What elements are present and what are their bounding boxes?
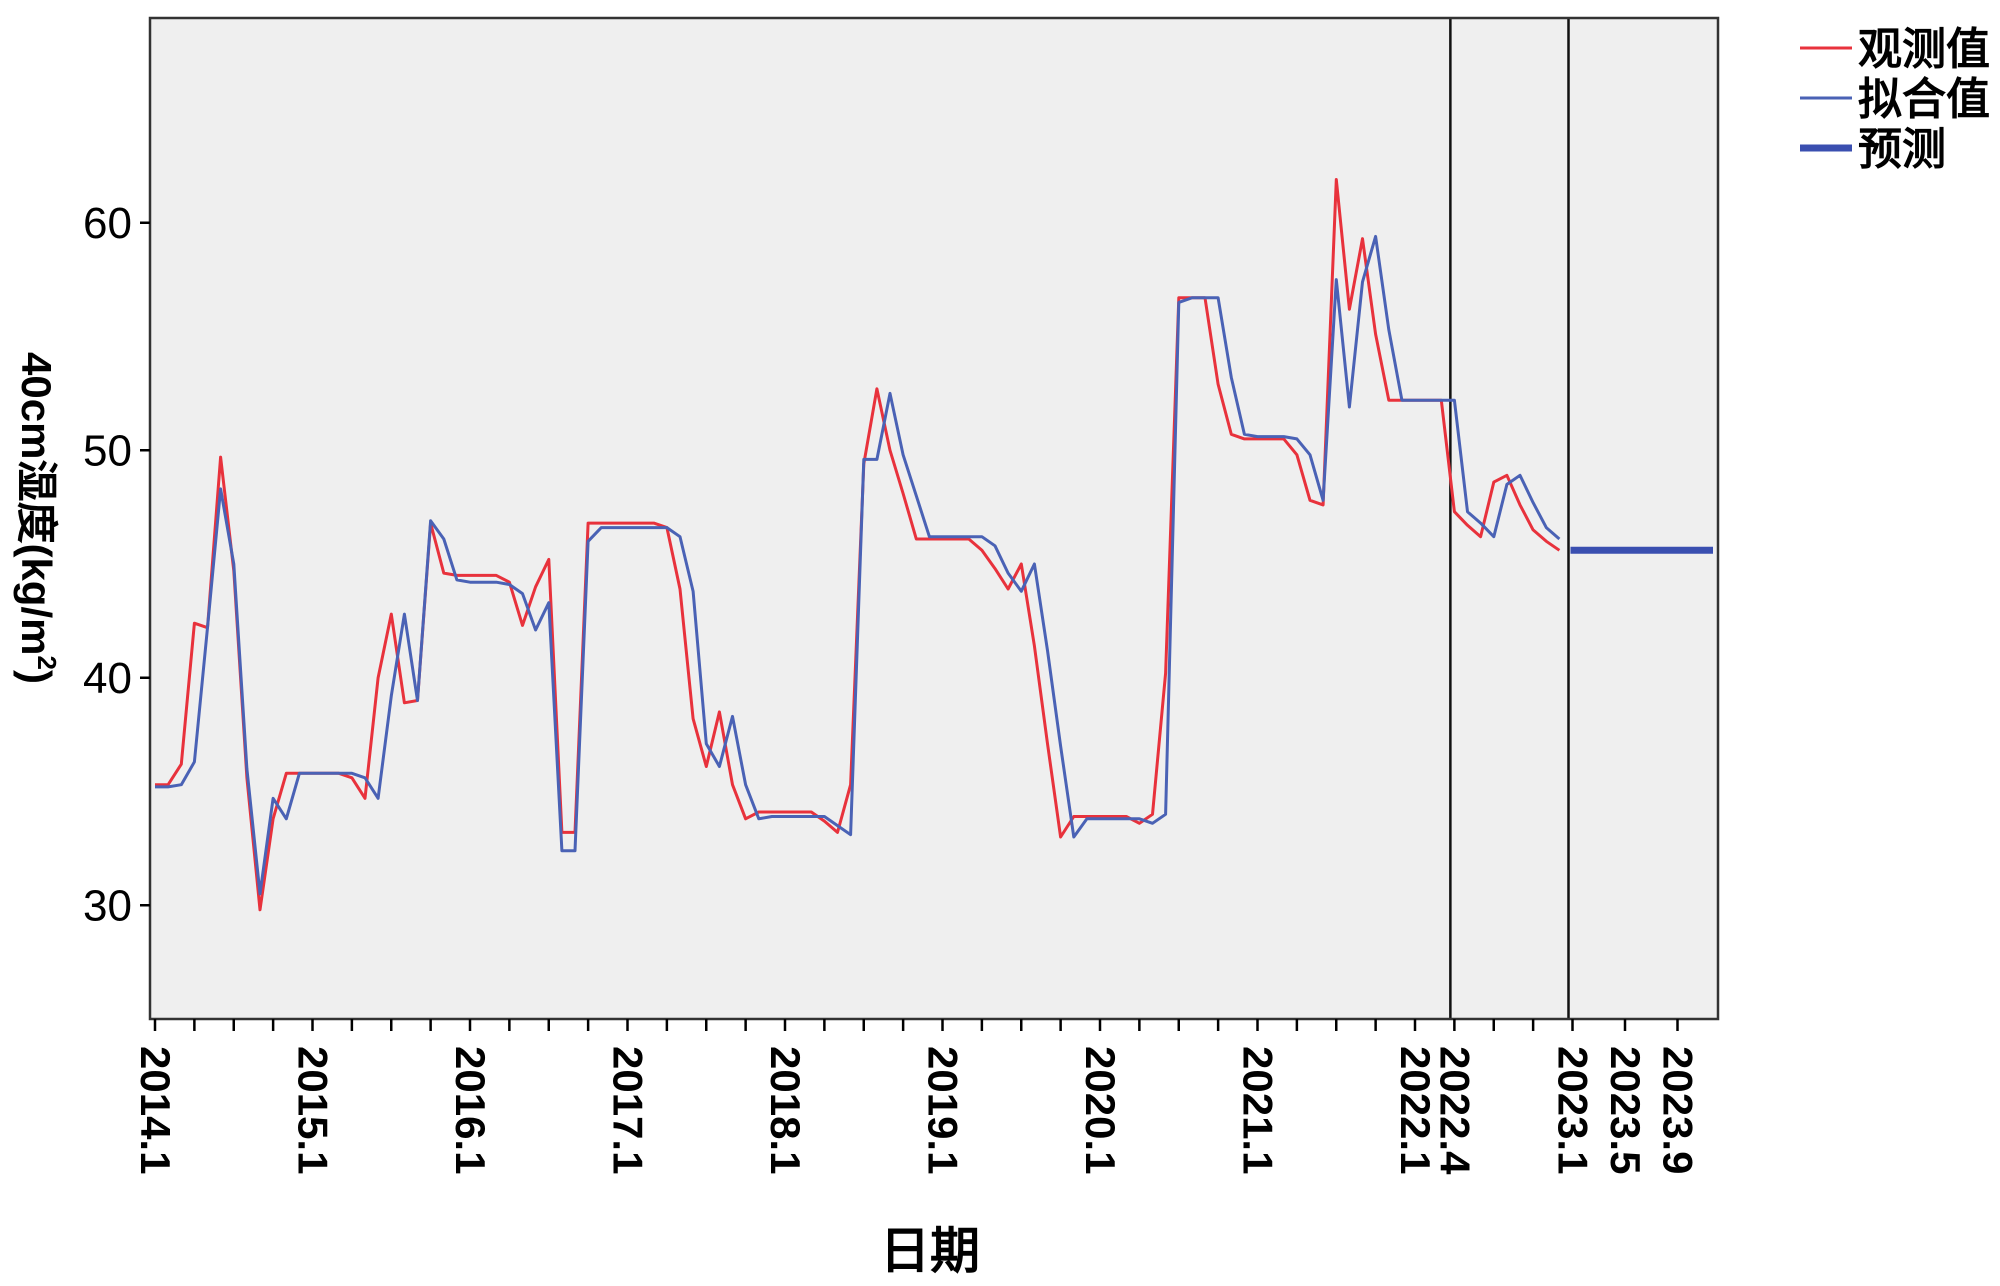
x-tick-label: 2021.1	[1235, 1046, 1282, 1174]
series-line-2	[155, 234, 1561, 896]
x-tick-label: 2023.5	[1602, 1046, 1649, 1174]
y-tick-label: 60	[83, 199, 132, 248]
x-tick-label: 2020.1	[1077, 1046, 1124, 1174]
plot-area	[150, 18, 1718, 1019]
x-tick-label: 2018.1	[762, 1046, 809, 1174]
x-tick-label: 2016.1	[447, 1046, 494, 1174]
y-tick-label: 30	[83, 881, 132, 930]
y-axis-label-main: 40cm湿度(kg/m	[13, 352, 60, 655]
x-tick-label: 2015.1	[290, 1046, 337, 1174]
divider-lines	[1449, 18, 1570, 1019]
y-axis-label: 40cm湿度(kg/m2)	[13, 352, 62, 684]
x-tick-label: 2017.1	[605, 1046, 652, 1174]
legend-label: 观测值	[1858, 25, 1990, 74]
x-tick-label: 2014.1	[132, 1046, 179, 1174]
x-tick-label: 2022.4	[1431, 1046, 1478, 1175]
x-tick-label: 2023.9	[1655, 1046, 1702, 1174]
x-tick-label: 2022.1	[1392, 1046, 1439, 1174]
y-axis: 30 40 50 60	[83, 199, 150, 930]
y-axis-label-tail: )	[13, 670, 60, 684]
x-tick-label: 2019.1	[920, 1046, 967, 1174]
legend-label: 预测	[1858, 125, 1946, 174]
series-layer	[155, 178, 1713, 912]
y-tick-label: 40	[83, 654, 132, 703]
x-axis-label: 日期	[880, 1223, 980, 1279]
x-axis: 2014.1 2015.1 2016.1 2017.1 2018.1 2019.1 2020…	[132, 1019, 1702, 1175]
plot-frame	[148, 16, 1720, 1021]
legend-label: 拟合值	[1858, 75, 1990, 124]
y-tick-label: 50	[83, 426, 132, 475]
x-tick-label: 2023.1	[1550, 1046, 1597, 1174]
y-axis-label-sup: 2	[32, 655, 62, 669]
